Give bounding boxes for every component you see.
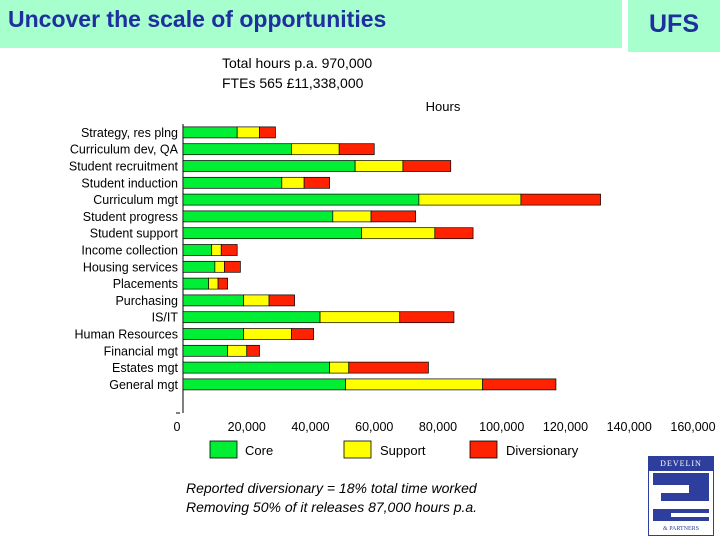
chart-title: Hours — [426, 99, 461, 114]
bar-support — [214, 260, 225, 273]
x-tick-label: 100,000 — [479, 420, 524, 434]
category-label: Student induction — [81, 176, 178, 190]
category-label: Estates mgt — [112, 361, 179, 375]
develin-logo: DEVELIN & PARTNERS — [648, 456, 714, 536]
bar-diversionary — [482, 378, 557, 391]
bar-diversionary — [399, 311, 455, 324]
bar-support — [319, 311, 401, 324]
brand-label: UFS — [649, 10, 699, 38]
x-tick-label: 0 — [174, 420, 181, 434]
bar-diversionary — [520, 193, 601, 206]
brand-box: UFS — [628, 0, 720, 52]
bar-core — [182, 176, 283, 189]
bar-diversionary — [268, 294, 295, 307]
legend-swatch-core — [209, 440, 238, 459]
category-label: Purchasing — [115, 294, 178, 308]
category-label: IS/IT — [152, 311, 179, 325]
bar-diversionary — [217, 277, 228, 290]
summary-ftes: FTEs 565 £11,338,000 — [222, 75, 364, 91]
x-tick-label: 80,000 — [419, 420, 457, 434]
category-label: Housing services — [83, 260, 178, 274]
bar-core — [182, 193, 420, 206]
bar-diversionary — [370, 210, 417, 223]
category-label: Student recruitment — [69, 160, 179, 174]
bar-core — [182, 260, 216, 273]
category-label: General mgt — [109, 378, 178, 392]
bar-support — [236, 126, 260, 139]
footnote-line-1: Reported diversionary = 18% total time w… — [186, 480, 477, 496]
bar-core — [182, 160, 356, 172]
bar-core — [182, 311, 321, 324]
bar-diversionary — [224, 260, 241, 273]
bar-diversionary — [220, 244, 238, 256]
bar-core — [182, 244, 213, 256]
legend-label: Diversionary — [506, 443, 579, 458]
bar-core — [182, 227, 362, 240]
bar-core — [182, 294, 244, 307]
bar-core — [182, 328, 244, 340]
logo-mark-icon — [653, 473, 709, 521]
bar-support — [227, 344, 248, 357]
category-label: Student support — [90, 227, 179, 241]
legend-swatch-diversionary — [469, 440, 498, 459]
bar-diversionary — [246, 344, 260, 357]
summary-total-hours: Total hours p.a. 970,000 — [222, 55, 373, 71]
bar-support — [332, 210, 372, 223]
bar-support — [243, 328, 292, 340]
bar-support — [345, 378, 483, 391]
bar-support — [418, 193, 522, 206]
bar-support — [291, 143, 340, 156]
x-tick-label: 40,000 — [291, 420, 329, 434]
x-tick-label: 60,000 — [355, 420, 393, 434]
bar-diversionary — [291, 328, 315, 340]
footnote-line-2: Removing 50% of it releases 87,000 hours… — [186, 499, 478, 515]
bar-diversionary — [402, 160, 452, 172]
bar-support — [208, 277, 219, 290]
bar-support — [281, 176, 305, 189]
bar-core — [182, 378, 346, 391]
bar-core — [182, 126, 238, 139]
bar-diversionary — [338, 143, 375, 156]
bar-support — [354, 160, 404, 172]
x-tick-label: 140,000 — [607, 420, 652, 434]
bar-core — [182, 277, 209, 290]
bar-diversionary — [434, 227, 474, 240]
bar-core — [182, 344, 228, 357]
x-tick-label: 120,000 — [543, 420, 588, 434]
category-label: Income collection — [81, 244, 178, 258]
logo-top-text: DEVELIN — [649, 457, 713, 471]
bar-support — [361, 227, 436, 240]
x-tick-label: 20,000 — [228, 420, 266, 434]
bar-support — [243, 294, 270, 307]
bar-support — [329, 361, 350, 374]
logo-bottom-text: & PARTNERS — [663, 526, 699, 532]
x-tick-label: 160,000 — [670, 420, 715, 434]
legend-swatch-support — [343, 440, 372, 459]
category-label: Placements — [113, 277, 178, 291]
bar-core — [182, 210, 334, 223]
category-label: Curriculum mgt — [93, 193, 178, 207]
bar-core — [182, 361, 330, 374]
category-label: Financial mgt — [104, 344, 179, 358]
category-label: Human Resources — [74, 328, 178, 342]
bar-diversionary — [303, 176, 330, 189]
bar-support — [211, 244, 222, 256]
stacked-bar-chart: Hours Strategy, res plng Curriculum dev, Q… — [69, 99, 716, 459]
category-label: Curriculum dev, QA — [70, 143, 179, 157]
legend-label: Support — [380, 443, 426, 458]
title-bar: Uncover the scale of opportunities — [0, 0, 622, 48]
category-label: Strategy, res plng — [81, 126, 178, 140]
legend-label: Core — [245, 443, 273, 458]
bar-diversionary — [259, 126, 276, 139]
category-label: Student progress — [83, 210, 178, 224]
bar-core — [182, 143, 292, 156]
page-title: Uncover the scale of opportunities — [8, 6, 387, 32]
bar-diversionary — [348, 361, 429, 374]
